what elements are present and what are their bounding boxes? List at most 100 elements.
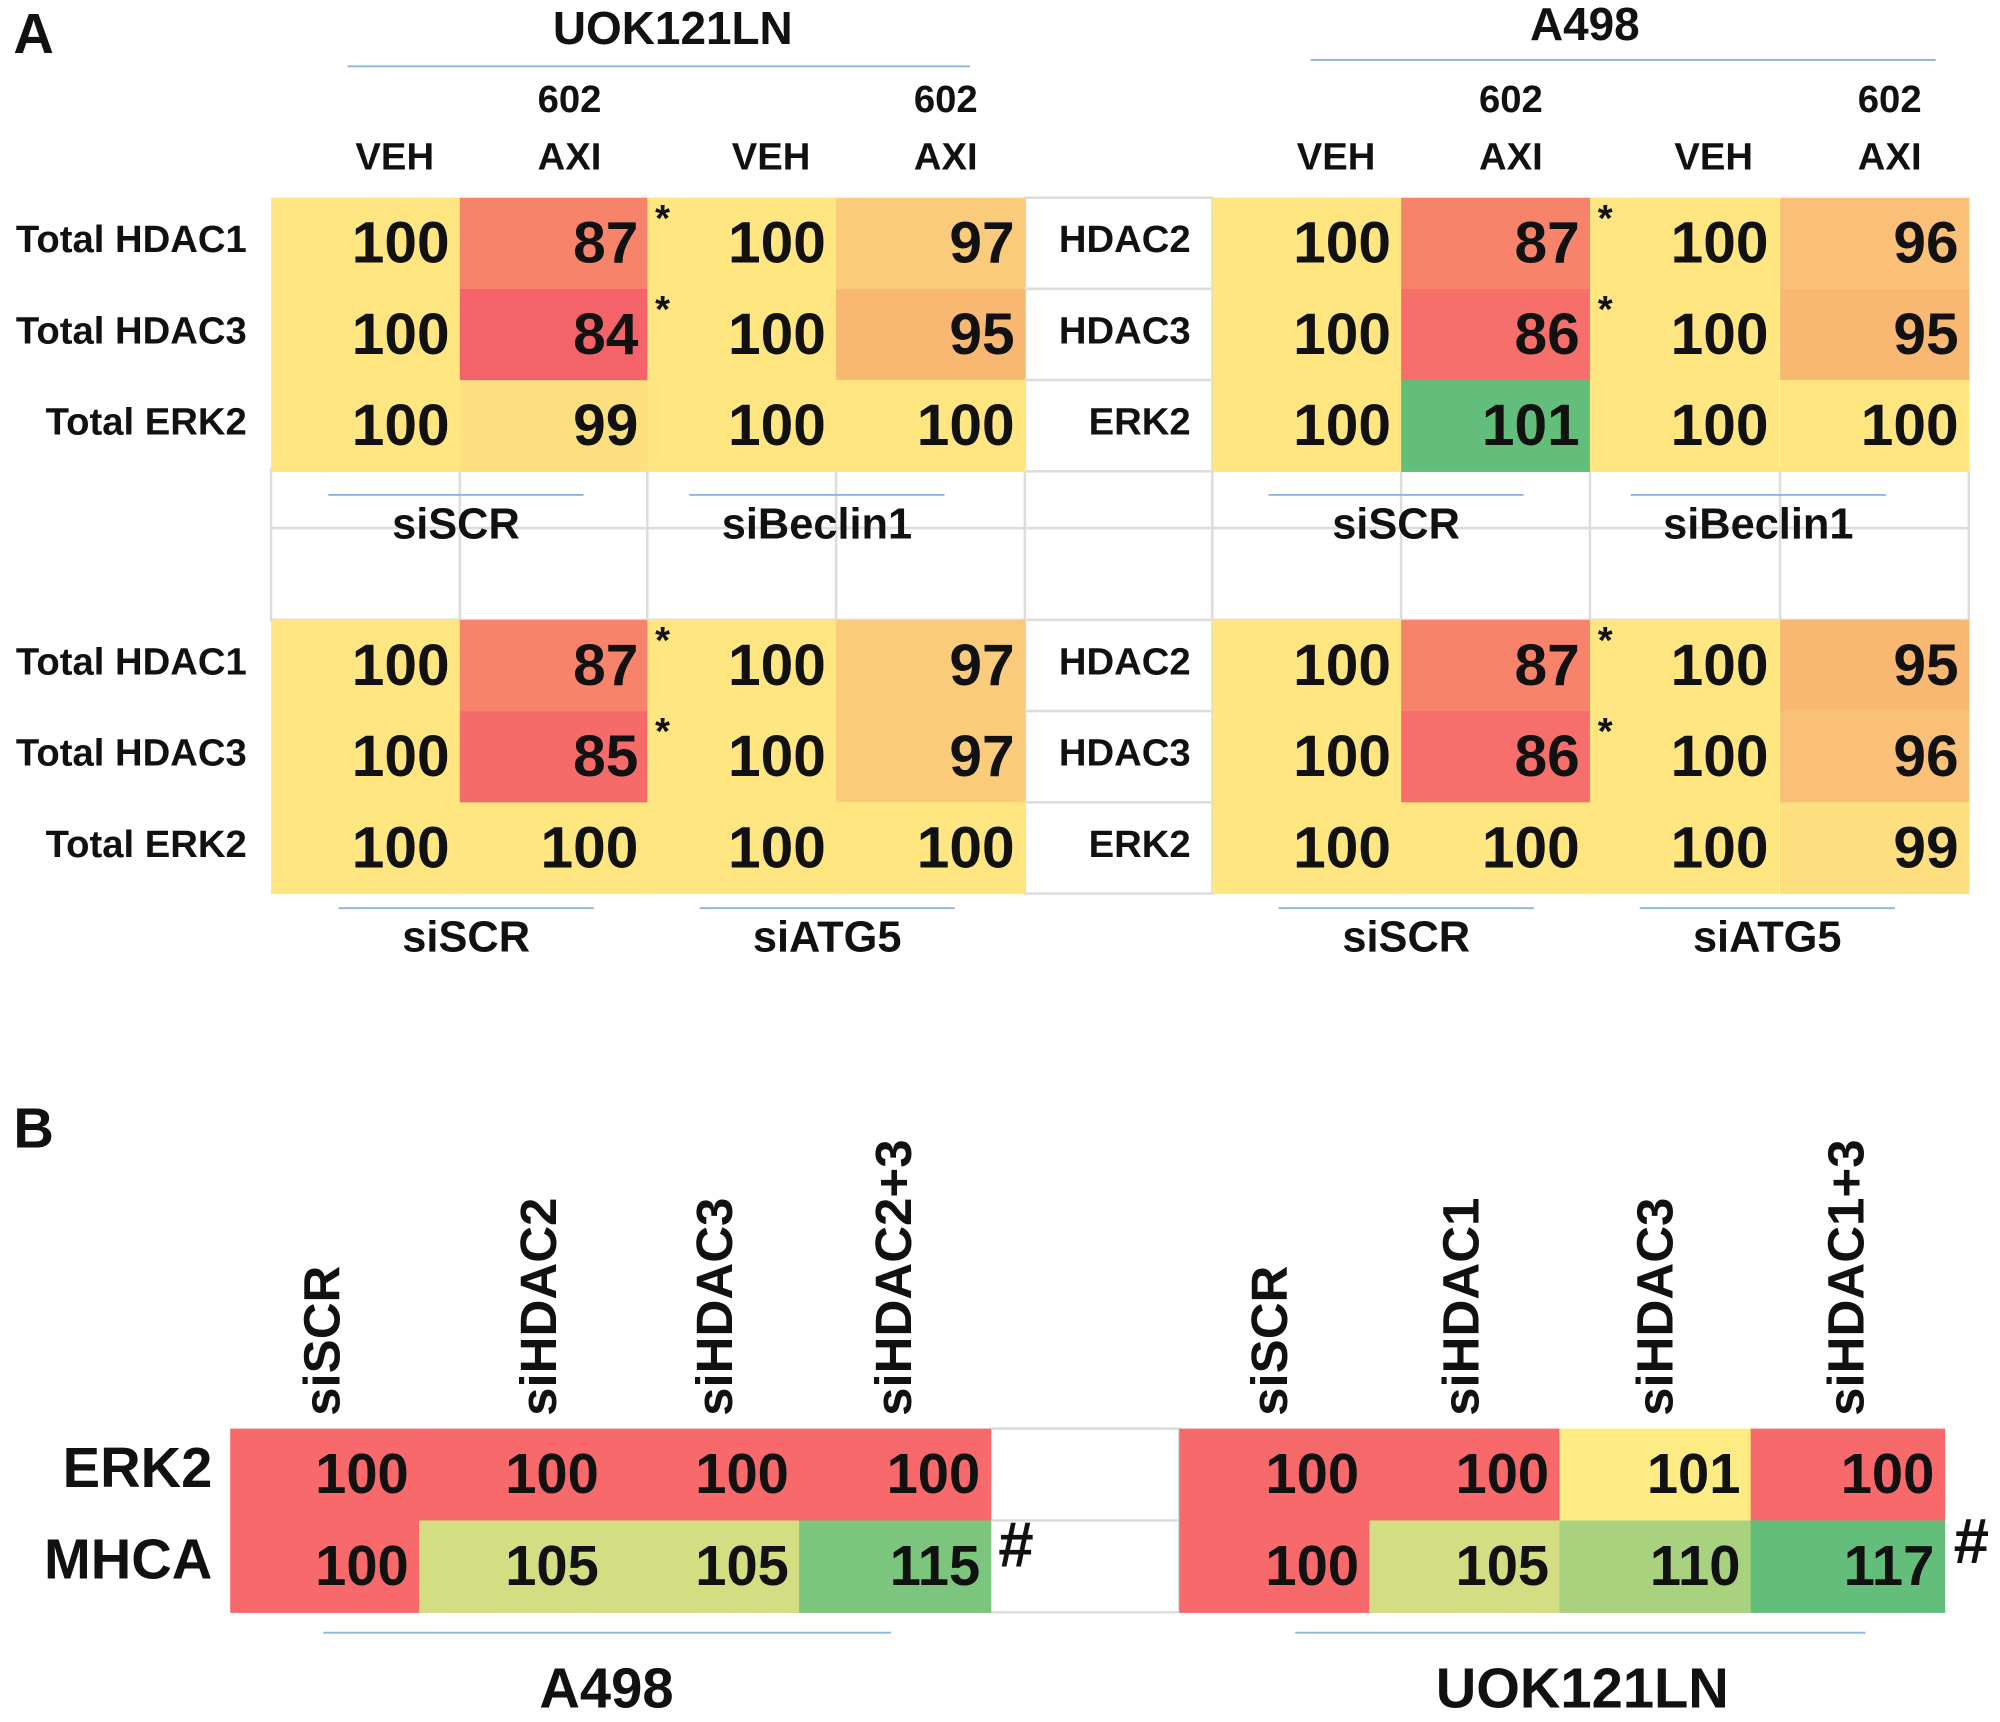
- cell-value: 100: [728, 302, 826, 367]
- cell: [1212, 197, 1402, 290]
- cell: [1212, 288, 1402, 381]
- significance-marker: *: [655, 197, 670, 240]
- cell-value: 100: [1671, 633, 1769, 698]
- cell: [1559, 1428, 1752, 1522]
- cell-value: 100: [352, 815, 450, 880]
- cell-value: 100: [1293, 393, 1391, 458]
- cell-value: 100: [1671, 393, 1769, 458]
- cell: [1589, 802, 1780, 895]
- row-label: Total ERK2: [46, 823, 247, 866]
- cell: [1212, 802, 1402, 895]
- row-label: Total HDAC3: [16, 309, 247, 352]
- cell-value: 100: [541, 815, 639, 880]
- cell: [1179, 1520, 1370, 1613]
- cell-value: 95: [1893, 633, 1958, 698]
- cell: [1401, 619, 1591, 712]
- cell: [459, 197, 650, 290]
- significance-marker: *: [1598, 288, 1613, 331]
- cell: [1559, 1520, 1752, 1613]
- group-label: siATG5: [1693, 914, 1842, 962]
- cell-value: 100: [728, 815, 826, 880]
- cell: [647, 802, 837, 895]
- column-header: 602: [538, 78, 602, 121]
- group-label: siSCR: [1332, 500, 1460, 548]
- cell: [418, 1428, 610, 1522]
- cell: [1212, 619, 1402, 712]
- cell-value: 87: [573, 633, 638, 698]
- cell-value: 96: [1893, 211, 1958, 276]
- column-header: 602: [1479, 78, 1543, 121]
- cell: [1212, 711, 1402, 803]
- cell-value: 100: [728, 211, 826, 276]
- cell: [609, 1428, 800, 1522]
- panel-label: B: [13, 1097, 54, 1160]
- cell: [799, 1520, 992, 1613]
- column-header: 602: [1858, 78, 1922, 121]
- row-label: HDAC2: [1059, 640, 1191, 683]
- row-label: Total HDAC1: [16, 640, 247, 683]
- significance-marker: *: [655, 710, 670, 753]
- row-label: HDAC3: [1059, 732, 1191, 775]
- cell-value: 105: [1456, 1534, 1550, 1597]
- column-header: siHDAC3: [686, 1198, 743, 1416]
- cell-value: 100: [1671, 724, 1769, 789]
- cell: [836, 380, 1026, 472]
- cell-value: 99: [1893, 815, 1958, 880]
- cell-value: 100: [352, 393, 450, 458]
- significance-marker: *: [655, 619, 670, 662]
- cell-value: 100: [505, 1442, 599, 1505]
- cell: [1589, 711, 1780, 803]
- cell: [230, 1428, 420, 1522]
- cell-value: 100: [917, 393, 1015, 458]
- cell: [836, 802, 1026, 895]
- cell: [836, 711, 1026, 803]
- cell: [271, 197, 461, 290]
- cell-value: 100: [728, 724, 826, 789]
- group-label: siSCR: [392, 500, 520, 548]
- cell: [1589, 619, 1780, 712]
- panel-label: A: [13, 2, 54, 65]
- cell-value: 105: [505, 1534, 599, 1597]
- cell-value: 85: [573, 724, 638, 789]
- cell-value: 117: [1844, 1534, 1935, 1597]
- column-header: siHDAC2: [510, 1198, 567, 1416]
- cell-value: 100: [1293, 815, 1391, 880]
- cell-value: 100: [887, 1442, 981, 1505]
- row-label: ERK2: [63, 1436, 213, 1499]
- cell-value: 100: [1456, 1442, 1550, 1505]
- cell-value: 87: [573, 211, 638, 276]
- cell-value: 86: [1514, 302, 1579, 367]
- cell: [1212, 380, 1402, 472]
- cell: [799, 1428, 992, 1522]
- cell: [271, 711, 461, 803]
- group-label: siBeclin1: [1663, 500, 1853, 548]
- cell-value: 100: [315, 1442, 409, 1505]
- cell: [1369, 1428, 1560, 1522]
- cell-value: 100: [1861, 393, 1959, 458]
- group-label: siSCR: [402, 914, 530, 962]
- row-label: Total HDAC1: [16, 218, 247, 261]
- column-header: VEH: [355, 136, 434, 179]
- cell: [459, 711, 650, 803]
- cell-value: 100: [1671, 302, 1769, 367]
- cell: [1401, 802, 1591, 895]
- group-label: siSCR: [1342, 914, 1470, 962]
- column-header: siHDAC1: [1432, 1198, 1489, 1416]
- cell-value: 100: [1293, 633, 1391, 698]
- cell-value: 96: [1893, 724, 1958, 789]
- group-label: UOK121LN: [1436, 1656, 1729, 1719]
- cell: [1780, 380, 1970, 472]
- cell-value: 100: [917, 815, 1015, 880]
- row-label: HDAC2: [1059, 218, 1191, 261]
- row-label: ERK2: [1089, 401, 1191, 444]
- significance-marker: #: [1954, 1505, 1989, 1577]
- cell: [836, 619, 1026, 712]
- cell: [1589, 288, 1780, 381]
- row-label: ERK2: [1089, 823, 1191, 866]
- row-label: MHCA: [44, 1528, 212, 1591]
- significance-marker: *: [1598, 619, 1613, 662]
- cell: [459, 619, 650, 712]
- cell-value: 100: [1293, 724, 1391, 789]
- column-header: siHDAC1+3: [1818, 1139, 1875, 1415]
